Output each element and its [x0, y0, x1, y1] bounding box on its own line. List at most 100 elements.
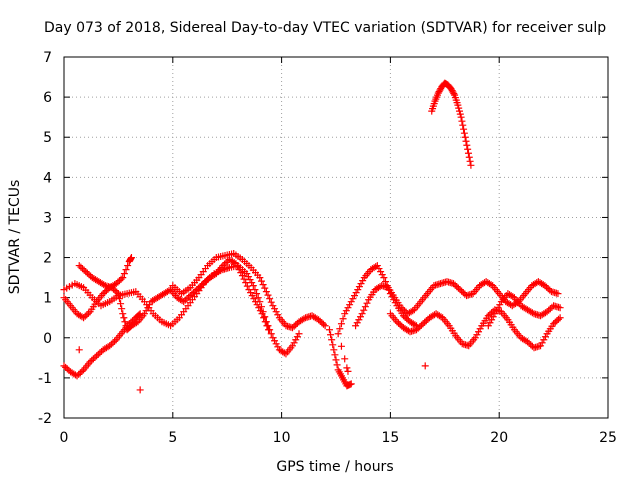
data-point	[262, 288, 270, 296]
data-point	[264, 291, 272, 299]
data-point	[456, 286, 464, 294]
data-point	[458, 117, 466, 125]
data-point	[260, 314, 268, 322]
data-point	[347, 298, 355, 306]
data-point	[89, 355, 97, 363]
data-point	[451, 281, 459, 289]
data-point	[354, 286, 362, 294]
x-tick-label: 20	[490, 430, 508, 446]
data-point	[238, 272, 246, 280]
data-point	[132, 319, 140, 327]
data-point	[488, 316, 496, 324]
data-point	[180, 298, 188, 306]
data-point	[253, 290, 261, 298]
data-point	[242, 279, 250, 287]
data-point	[237, 269, 245, 277]
data-point	[460, 129, 468, 137]
data-point	[541, 282, 549, 290]
data-point	[243, 270, 251, 278]
data-point	[142, 307, 150, 315]
data-point	[319, 320, 327, 328]
data-point	[353, 319, 361, 327]
data-point	[466, 157, 474, 165]
data-point	[556, 304, 564, 312]
y-tick-label: -2	[38, 411, 52, 427]
data-point	[359, 277, 367, 285]
data-point	[251, 286, 259, 294]
data-point	[456, 110, 464, 118]
x-tick-label: 25	[599, 430, 617, 446]
data-point	[457, 113, 465, 121]
data-point	[186, 292, 194, 300]
data-point	[124, 262, 132, 270]
data-point	[78, 367, 86, 375]
data-point	[84, 309, 92, 317]
data-point	[437, 313, 445, 321]
data-point	[327, 331, 335, 339]
data-point	[454, 101, 462, 109]
x-tick-label: 5	[168, 430, 177, 446]
data-point	[509, 293, 517, 301]
data-point	[417, 321, 425, 329]
data-point	[211, 271, 219, 279]
data-point	[393, 318, 401, 326]
data-point	[247, 289, 255, 297]
data-point	[422, 317, 430, 325]
data-point	[255, 304, 263, 312]
data-point	[325, 326, 333, 334]
data-point	[318, 319, 326, 327]
data-point	[450, 280, 458, 288]
data-point	[399, 305, 407, 313]
data-point	[63, 365, 71, 373]
data-point	[165, 287, 173, 295]
data-point	[528, 309, 536, 317]
data-point	[234, 263, 242, 271]
data-point	[401, 313, 409, 321]
data-point	[486, 319, 494, 327]
y-tick-label: 5	[43, 130, 52, 146]
plot-frame	[63, 56, 609, 419]
data-point	[141, 310, 149, 318]
x-axis-label: GPS time / hours	[276, 459, 393, 475]
data-point	[435, 88, 443, 96]
data-point	[357, 280, 365, 288]
data-point	[409, 307, 417, 315]
data-point	[436, 86, 444, 94]
chart-title: Day 073 of 2018, Sidereal Day-to-day VTE…	[44, 20, 606, 36]
data-point	[321, 322, 329, 330]
data-point	[145, 301, 153, 309]
data-point	[256, 307, 264, 315]
y-tick-label: -1	[38, 371, 52, 387]
data-point	[219, 262, 227, 270]
data-point	[337, 320, 345, 328]
data-point	[543, 308, 551, 316]
data-point	[459, 121, 467, 129]
data-point	[267, 330, 275, 338]
data-point	[541, 333, 549, 341]
data-point	[127, 254, 135, 262]
data-point	[266, 295, 274, 303]
data-point	[465, 153, 473, 161]
data-point	[293, 333, 301, 341]
data-point	[112, 280, 120, 288]
data-point	[194, 284, 202, 292]
data-point	[250, 295, 258, 303]
series-track-h	[386, 306, 564, 352]
data-point	[546, 305, 554, 313]
data-point	[81, 312, 89, 320]
data-point	[288, 324, 296, 332]
data-point	[378, 271, 386, 279]
data-points	[60, 79, 564, 394]
data-point	[455, 107, 463, 115]
data-point	[144, 304, 152, 312]
data-point	[240, 275, 248, 283]
data-point	[349, 295, 357, 303]
x-tick-label: 15	[381, 430, 399, 446]
data-point	[188, 290, 196, 298]
data-point	[414, 324, 422, 332]
data-point	[280, 349, 288, 357]
data-point	[290, 339, 298, 347]
data-point	[114, 290, 122, 298]
data-point	[246, 276, 254, 284]
